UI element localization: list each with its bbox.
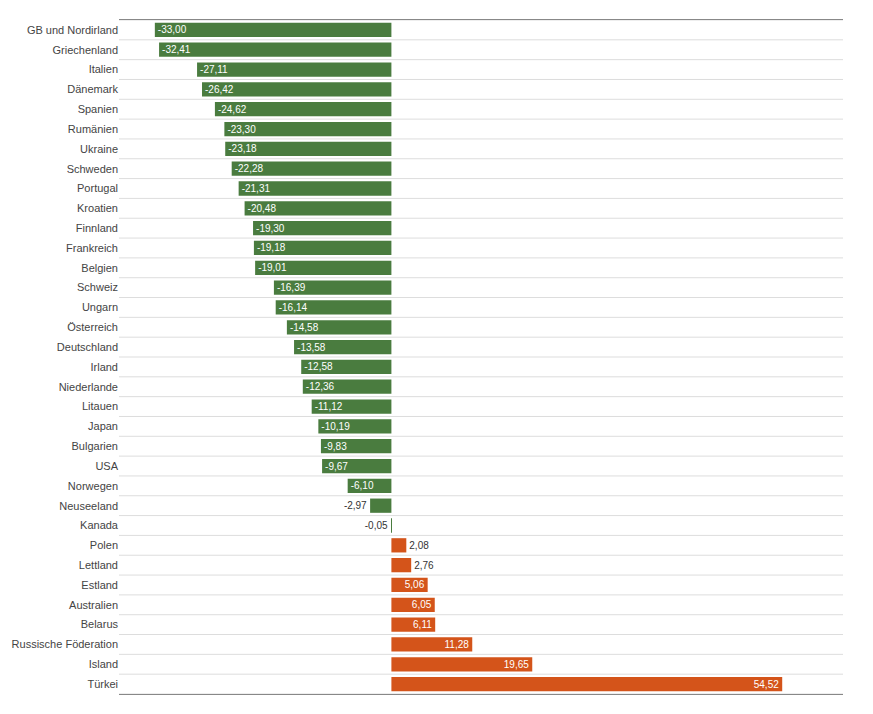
svg-text:-16,14: -16,14 xyxy=(279,302,308,313)
svg-text:Kanada: Kanada xyxy=(80,519,119,531)
svg-text:Norwegen: Norwegen xyxy=(68,480,118,492)
svg-text:Türkei: Türkei xyxy=(87,678,118,690)
svg-text:Niederlande: Niederlande xyxy=(59,381,118,393)
svg-text:GB und Nordirland: GB und Nordirland xyxy=(27,24,118,36)
svg-text:Estland: Estland xyxy=(81,579,118,591)
svg-text:-19,18: -19,18 xyxy=(257,242,286,253)
svg-text:-14,58: -14,58 xyxy=(290,322,319,333)
svg-text:-9,83: -9,83 xyxy=(324,441,347,452)
svg-text:Bulgarien: Bulgarien xyxy=(72,440,118,452)
svg-text:-33,00: -33,00 xyxy=(158,24,187,35)
svg-text:Rumänien: Rumänien xyxy=(68,123,118,135)
svg-text:2,08: 2,08 xyxy=(409,540,429,551)
svg-text:Österreich: Österreich xyxy=(67,321,118,333)
svg-text:-24,62: -24,62 xyxy=(218,104,247,115)
svg-text:-10,19: -10,19 xyxy=(321,421,350,432)
svg-text:Finnland: Finnland xyxy=(76,222,118,234)
svg-text:Lettland: Lettland xyxy=(79,559,118,571)
svg-text:-23,18: -23,18 xyxy=(228,143,257,154)
svg-text:-20,48: -20,48 xyxy=(248,203,277,214)
svg-text:54,52: 54,52 xyxy=(754,679,779,690)
svg-text:-2,97: -2,97 xyxy=(344,500,367,511)
svg-text:-21,31: -21,31 xyxy=(242,183,271,194)
svg-text:2,76: 2,76 xyxy=(414,560,434,571)
svg-text:Ukraine: Ukraine xyxy=(80,143,118,155)
svg-text:Schweiz: Schweiz xyxy=(77,281,118,293)
svg-text:Portugal: Portugal xyxy=(77,182,118,194)
svg-text:-16,39: -16,39 xyxy=(277,282,306,293)
svg-text:6,05: 6,05 xyxy=(412,599,432,610)
svg-text:-6,10: -6,10 xyxy=(351,480,374,491)
svg-text:Litauen: Litauen xyxy=(82,400,118,412)
svg-text:-12,36: -12,36 xyxy=(306,381,335,392)
svg-text:11,28: 11,28 xyxy=(445,639,470,650)
svg-text:Polen: Polen xyxy=(90,539,118,551)
svg-text:Japan: Japan xyxy=(88,420,118,432)
svg-text:Irland: Irland xyxy=(90,361,118,373)
svg-text:-19,01: -19,01 xyxy=(258,262,287,273)
svg-text:Kroatien: Kroatien xyxy=(77,202,118,214)
svg-text:-13,58: -13,58 xyxy=(297,342,326,353)
svg-text:-0,05: -0,05 xyxy=(365,520,388,531)
svg-text:-32,41: -32,41 xyxy=(162,44,191,55)
svg-text:Griechenland: Griechenland xyxy=(53,44,118,56)
svg-text:5,06: 5,06 xyxy=(405,579,425,590)
svg-text:-23,30: -23,30 xyxy=(227,124,256,135)
svg-text:6,11: 6,11 xyxy=(413,619,432,630)
svg-text:Ungarn: Ungarn xyxy=(82,301,118,313)
svg-text:USA: USA xyxy=(95,460,118,472)
svg-text:Deutschland: Deutschland xyxy=(57,341,118,353)
svg-text:Spanien: Spanien xyxy=(78,103,118,115)
svg-text:Neuseeland: Neuseeland xyxy=(59,500,118,512)
svg-text:-19,30: -19,30 xyxy=(256,223,285,234)
svg-text:Italien: Italien xyxy=(89,63,118,75)
svg-text:19,65: 19,65 xyxy=(504,659,529,670)
svg-text:Island: Island xyxy=(89,658,118,670)
svg-text:-27,11: -27,11 xyxy=(200,64,228,75)
svg-text:Dänemark: Dänemark xyxy=(67,83,118,95)
svg-text:Schweden: Schweden xyxy=(67,163,118,175)
svg-text:Russische Föderation: Russische Föderation xyxy=(12,638,118,650)
svg-text:-11,12: -11,12 xyxy=(315,401,343,412)
svg-text:Belgien: Belgien xyxy=(81,262,118,274)
svg-text:Australien: Australien xyxy=(69,599,118,611)
svg-text:Belarus: Belarus xyxy=(81,618,119,630)
svg-text:-26,42: -26,42 xyxy=(205,84,234,95)
svg-text:Frankreich: Frankreich xyxy=(66,242,118,254)
svg-text:-12,58: -12,58 xyxy=(304,361,333,372)
svg-text:-9,67: -9,67 xyxy=(325,461,348,472)
svg-text:-22,28: -22,28 xyxy=(235,163,264,174)
